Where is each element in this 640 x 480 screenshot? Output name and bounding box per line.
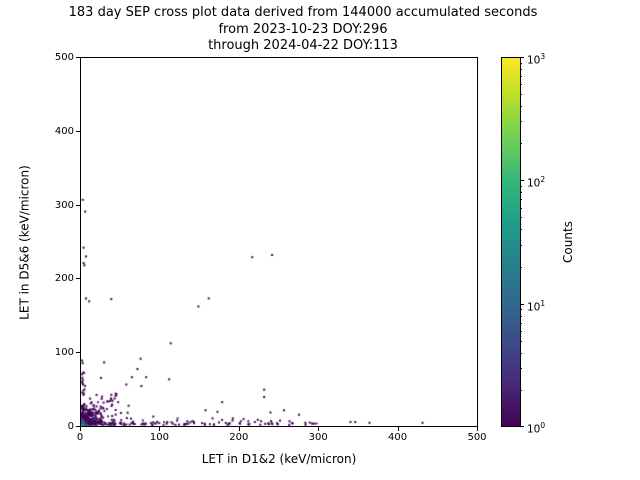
colorbar-tick-mark [520, 57, 524, 58]
y-tick-label: 500 [54, 52, 74, 63]
colorbar-minor-tick-mark [520, 389, 522, 391]
y-tick-label: 100 [54, 347, 74, 359]
colorbar-tick-base: 10 [527, 54, 541, 67]
y-tick-mark [76, 426, 80, 427]
colorbar-minor-tick-mark [520, 199, 522, 201]
colorbar-tick-label: 102 [527, 173, 545, 191]
colorbar-tick-base: 10 [527, 301, 541, 314]
scatter-canvas [81, 58, 477, 426]
colorbar-tick-mark [520, 303, 524, 305]
x-tick-label: 0 [76, 432, 84, 443]
y-tick-mark [76, 57, 80, 58]
y-tick-label: 300 [54, 199, 74, 211]
colorbar-minor-tick-mark [520, 62, 522, 64]
colorbar-minor-tick-mark [520, 266, 522, 268]
y-tick-label: 200 [54, 273, 74, 285]
y-tick-mark [76, 352, 80, 354]
colorbar-minor-tick-mark [520, 207, 522, 209]
colorbar-tick-exponent: 0 [540, 421, 546, 430]
colorbar-minor-tick-mark [520, 84, 522, 86]
colorbar-axis-label: Counts [561, 221, 575, 263]
plot-area [80, 57, 478, 427]
colorbar-minor-tick-mark [520, 229, 522, 231]
x-tick-mark [238, 427, 240, 431]
y-tick-mark [76, 278, 80, 280]
colorbar-minor-tick-mark [520, 340, 522, 342]
x-tick-label: 100 [149, 432, 169, 443]
y-tick-mark [76, 204, 80, 206]
colorbar-tick-label: 101 [527, 297, 545, 315]
colorbar-tick-base: 10 [527, 177, 541, 190]
x-tick-mark [159, 427, 161, 431]
colorbar-minor-tick-mark [520, 121, 522, 123]
x-tick-mark [80, 427, 81, 431]
colorbar-minor-tick-mark [520, 331, 522, 333]
y-tick-mark [76, 130, 80, 132]
colorbar-tick-base: 10 [527, 423, 541, 436]
colorbar-minor-tick-mark [520, 106, 522, 108]
colorbar-minor-tick-mark [520, 68, 522, 70]
y-axis-label: LET in D5&6 (keV/micron) [17, 165, 32, 320]
colorbar-minor-tick-mark [520, 315, 522, 317]
x-tick-mark [397, 427, 399, 431]
chart-title: 183 day SEP cross plot data derived from… [3, 5, 603, 55]
colorbar-minor-tick-mark [520, 217, 522, 219]
colorbar-tick-mark [520, 426, 524, 427]
title-line-3: through 2024-04-22 DOY:113 [208, 38, 398, 53]
colorbar-tick-exponent: 2 [540, 175, 546, 185]
colorbar [501, 57, 521, 427]
y-tick-label: 0 [67, 421, 74, 432]
x-axis-label: LET in D1&2 (keV/micron) [201, 452, 357, 466]
colorbar-minor-tick-mark [520, 94, 522, 96]
colorbar-minor-tick-mark [520, 368, 522, 370]
colorbar-minor-tick-mark [520, 322, 522, 324]
colorbar-minor-tick-mark [520, 192, 522, 194]
x-tick-label: 500 [467, 432, 487, 443]
x-tick-label: 200 [229, 432, 249, 443]
colorbar-tick-mark [520, 180, 524, 182]
colorbar-tick-label: 103 [527, 50, 545, 68]
title-line-1: 183 day SEP cross plot data derived from… [68, 5, 538, 20]
colorbar-minor-tick-mark [520, 143, 522, 145]
x-tick-mark [477, 427, 478, 431]
colorbar-tick-label: 100 [527, 419, 545, 437]
colorbar-minor-tick-mark [520, 352, 522, 354]
colorbar-minor-tick-mark [520, 309, 522, 311]
y-tick-label: 400 [54, 125, 74, 137]
colorbar-minor-tick-mark [520, 76, 522, 78]
colorbar-tick-exponent: 3 [540, 52, 546, 61]
x-tick-label: 300 [308, 432, 328, 443]
colorbar-tick-exponent: 1 [540, 298, 546, 308]
x-tick-mark [318, 427, 320, 431]
colorbar-minor-tick-mark [520, 244, 522, 246]
title-line-2: from 2023-10-23 DOY:296 [218, 21, 388, 37]
x-tick-label: 400 [388, 432, 408, 443]
colorbar-minor-tick-mark [520, 185, 522, 187]
